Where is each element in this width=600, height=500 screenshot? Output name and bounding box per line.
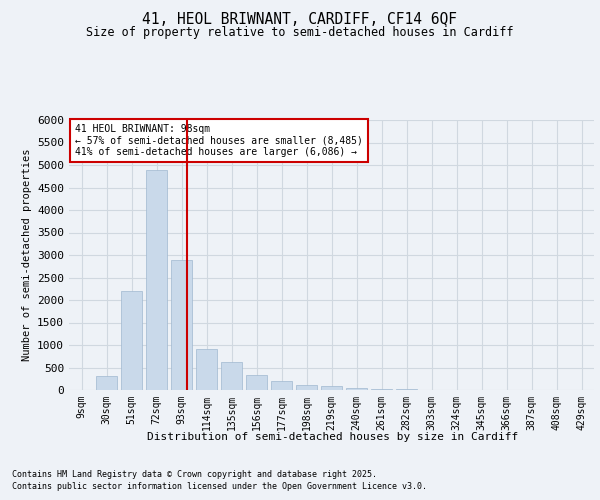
Bar bbox=[321, 386, 342, 390]
Text: 41, HEOL BRIWNANT, CARDIFF, CF14 6QF: 41, HEOL BRIWNANT, CARDIFF, CF14 6QF bbox=[143, 12, 458, 28]
Bar bbox=[96, 376, 117, 390]
Bar bbox=[396, 389, 417, 390]
Bar bbox=[121, 291, 142, 390]
Text: Contains HM Land Registry data © Crown copyright and database right 2025.: Contains HM Land Registry data © Crown c… bbox=[12, 470, 377, 479]
Bar bbox=[246, 375, 267, 390]
Bar bbox=[171, 260, 192, 390]
Bar bbox=[271, 380, 292, 390]
Bar bbox=[146, 170, 167, 390]
Text: Contains public sector information licensed under the Open Government Licence v3: Contains public sector information licen… bbox=[12, 482, 427, 491]
Bar bbox=[371, 388, 392, 390]
Text: Size of property relative to semi-detached houses in Cardiff: Size of property relative to semi-detach… bbox=[86, 26, 514, 39]
Y-axis label: Number of semi-detached properties: Number of semi-detached properties bbox=[22, 149, 32, 361]
Bar bbox=[346, 388, 367, 390]
Text: 41 HEOL BRIWNANT: 98sqm
← 57% of semi-detached houses are smaller (8,485)
41% of: 41 HEOL BRIWNANT: 98sqm ← 57% of semi-de… bbox=[76, 124, 363, 157]
Text: Distribution of semi-detached houses by size in Cardiff: Distribution of semi-detached houses by … bbox=[148, 432, 518, 442]
Bar bbox=[196, 348, 217, 390]
Bar bbox=[296, 385, 317, 390]
Bar bbox=[221, 362, 242, 390]
